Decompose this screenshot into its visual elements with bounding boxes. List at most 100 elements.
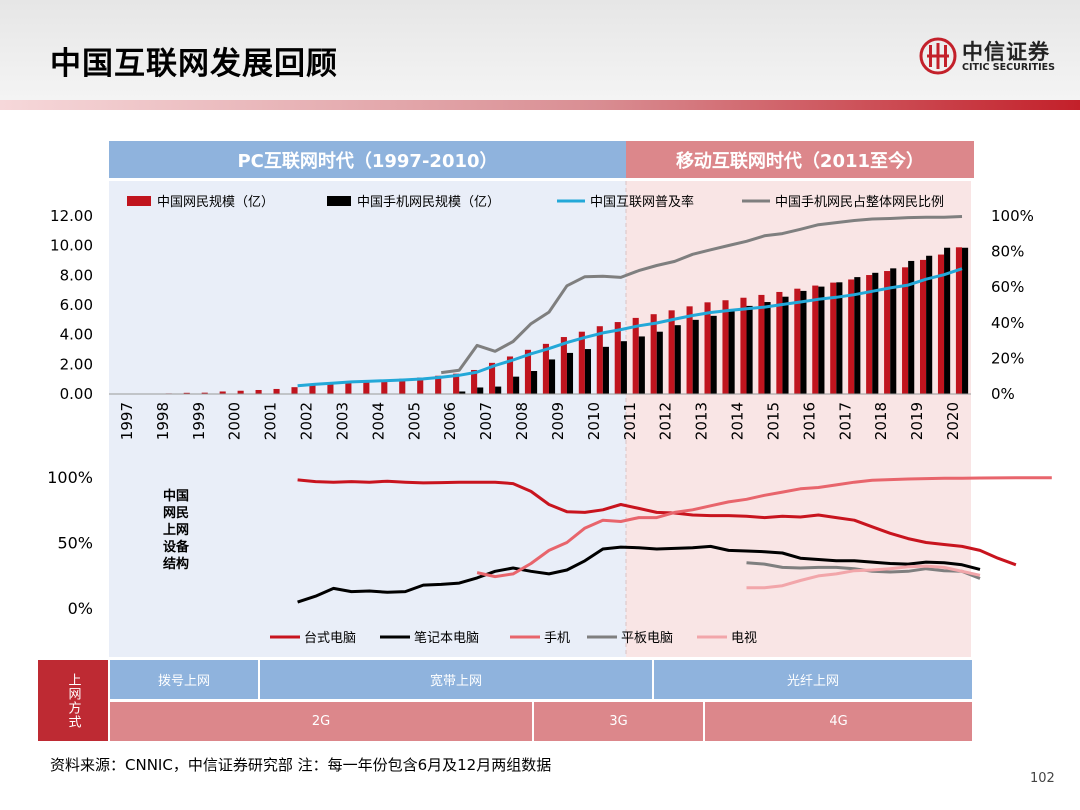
mobile-netizen-bar <box>782 296 789 394</box>
x-tick-label: 2012 <box>657 402 675 440</box>
mobile-netizen-bar <box>818 286 825 394</box>
phone-line <box>476 476 1052 579</box>
y-left-tick-label: 12.00 <box>50 207 93 225</box>
netizen-bar <box>255 389 262 394</box>
era-mobile-banner: 移动互联网时代（2011至今） <box>626 141 974 178</box>
generation-3g: 3G <box>534 702 703 741</box>
era-pc-banner: PC互联网时代（1997-2010） <box>109 141 626 178</box>
mobile-netizen-bar <box>459 391 466 394</box>
x-tick-label: 2004 <box>369 402 387 440</box>
netizen-bar <box>722 300 729 394</box>
device-legend-label: 平板电脑 <box>621 631 673 646</box>
mobile-netizen-bar <box>962 247 969 394</box>
mobile-netizen-bar <box>620 341 627 394</box>
mobile-netizen-bar <box>800 290 807 394</box>
device-legend-label: 电视 <box>731 631 757 646</box>
netizen-bar <box>650 314 657 394</box>
generation-4g: 4G <box>705 702 972 741</box>
netizen-bar <box>435 375 442 394</box>
mobile-netizen-bar <box>908 260 915 394</box>
citic-emblem-icon <box>919 37 957 75</box>
netizen-bar <box>704 302 711 394</box>
netizen-bar <box>866 275 873 394</box>
netizen-bar <box>219 391 226 394</box>
device-y-tick-label: 0% <box>68 599 93 618</box>
y-right-tick-label: 100% <box>991 207 1034 225</box>
netizen-bar <box>668 310 675 394</box>
x-tick-label: 2018 <box>872 402 890 440</box>
y-right-tick-label: 60% <box>991 278 1024 296</box>
device-y-tick-label: 100% <box>47 468 93 487</box>
x-tick-label: 2014 <box>729 402 747 440</box>
x-tick-label: 2015 <box>764 402 782 440</box>
netizen-bar <box>453 373 460 394</box>
y-right-tick-label: 0% <box>991 385 1015 403</box>
legend-swatch-netizen <box>127 196 151 206</box>
tv-line <box>746 564 981 590</box>
legend-swatch-mobile-netizen <box>327 196 351 206</box>
x-tick-label: 2005 <box>405 402 423 440</box>
header-background <box>0 0 1080 100</box>
netizen-bar <box>596 326 603 394</box>
x-tick-label: 2007 <box>477 402 495 440</box>
netizen-bar <box>740 297 747 394</box>
mobile-netizen-bar <box>926 255 933 394</box>
x-tick-label: 2016 <box>800 402 818 440</box>
y-right-tick-label: 20% <box>991 349 1024 367</box>
x-tick-label: 2010 <box>585 402 603 440</box>
mobile-netizen-bar <box>872 272 879 394</box>
netizen-bar <box>560 337 567 394</box>
penetration-line <box>297 267 963 388</box>
netizen-bar <box>183 392 190 394</box>
netizen-bar <box>884 271 891 394</box>
legend-label: 中国网民规模（亿） <box>157 195 274 210</box>
mobile-netizen-bar <box>692 319 699 394</box>
device-legend-label: 笔记本电脑 <box>414 630 479 646</box>
netizen-bar <box>291 387 298 394</box>
mobile-share-line <box>441 215 963 375</box>
y-right-tick-label: 40% <box>991 314 1024 332</box>
netizen-bar <box>919 259 927 394</box>
mobile-netizen-bar <box>638 336 645 394</box>
x-tick-label: 2006 <box>441 402 459 440</box>
y-left-tick-label: 6.00 <box>60 296 93 314</box>
netizen-bar <box>237 390 244 394</box>
access-fiber: 光纤上网 <box>654 660 972 699</box>
y-left-tick-label: 10.00 <box>50 237 93 255</box>
device-structure-title: 中国网民上网设备结构 <box>163 488 190 572</box>
netizen-bar <box>399 378 406 394</box>
mobile-netizen-bar <box>674 325 681 394</box>
y-left-tick-label: 0.00 <box>60 385 93 403</box>
netizen-bar <box>578 331 585 394</box>
access-method-label: 上网方式 <box>38 660 108 741</box>
x-tick-label: 2019 <box>908 402 926 440</box>
mobile-netizen-bar <box>764 302 771 394</box>
mobile-netizen-bar <box>944 247 951 394</box>
generation-2g: 2G <box>110 702 532 741</box>
netizen-bar <box>812 285 819 394</box>
legend-label: 中国互联网普及率 <box>590 194 694 210</box>
mobile-netizen-bar <box>477 387 484 394</box>
x-tick-label: 2008 <box>513 402 531 440</box>
netizen-bar <box>363 381 370 394</box>
source-note: 资料来源：CNNIC，中信证券研究部 注：每一年份包含6月及12月两组数据 <box>50 756 552 774</box>
mobile-netizen-bar <box>566 352 574 394</box>
x-tick-label: 2003 <box>333 402 351 440</box>
page-title: 中国互联网发展回顾 <box>50 46 338 82</box>
y-left-tick-label: 4.00 <box>60 326 93 344</box>
access-dialup: 拨号上网 <box>110 660 258 699</box>
x-tick-label: 2013 <box>693 402 711 440</box>
mobile-netizen-bar <box>584 349 592 394</box>
netizen-bar <box>776 291 783 394</box>
x-tick-label: 1999 <box>190 402 208 440</box>
netizen-bar <box>309 385 316 394</box>
legend-label: 中国手机网民规模（亿） <box>357 195 500 210</box>
x-tick-label: 2011 <box>621 402 639 440</box>
netizen-bar <box>506 356 514 394</box>
mobile-netizen-bar <box>890 268 897 394</box>
netizen-bar <box>955 247 963 394</box>
mobile-netizen-bar <box>854 277 861 394</box>
y-left-tick-label: 8.00 <box>60 266 93 284</box>
x-tick-label: 2002 <box>298 402 316 440</box>
